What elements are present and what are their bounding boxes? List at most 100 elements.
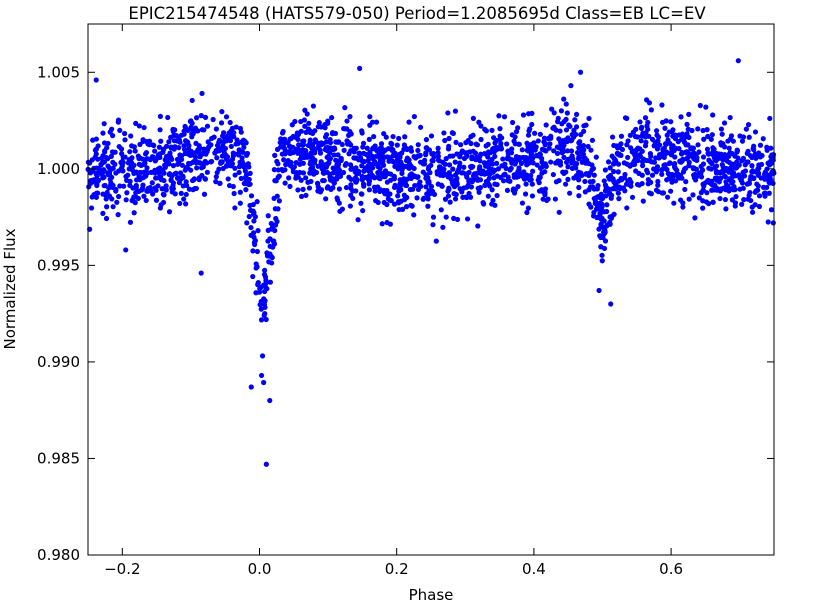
data-point: [116, 193, 122, 200]
data-point: [425, 192, 431, 199]
data-point: [161, 170, 167, 176]
data-point: [425, 166, 432, 172]
data-point: [267, 397, 273, 404]
data-point: [680, 169, 687, 175]
data-point: [526, 128, 532, 134]
data-point: [551, 110, 557, 116]
data-point: [615, 169, 621, 175]
data-point: [661, 162, 667, 168]
data-point: [189, 131, 195, 137]
data-point: [213, 148, 220, 155]
data-point: [411, 113, 417, 120]
y-tick-label: 0.980: [37, 546, 80, 564]
data-point: [491, 175, 497, 181]
data-point: [185, 165, 191, 171]
data-point: [535, 138, 541, 144]
data-point: [129, 167, 135, 173]
data-point: [336, 186, 342, 192]
data-point: [198, 270, 204, 276]
data-point: [237, 125, 243, 132]
data-point: [532, 130, 538, 136]
data-point: [676, 145, 682, 152]
data-point: [382, 191, 388, 197]
data-point: [391, 201, 398, 207]
data-point: [473, 171, 479, 177]
data-point: [578, 154, 585, 160]
data-point: [359, 130, 365, 136]
data-point: [127, 219, 134, 225]
data-point: [197, 160, 203, 166]
data-point: [158, 138, 164, 144]
data-point: [445, 146, 452, 152]
data-point: [509, 119, 516, 126]
data-point: [151, 154, 157, 160]
data-point: [609, 134, 616, 140]
data-point: [642, 134, 649, 140]
data-point: [166, 161, 172, 167]
data-point: [275, 167, 281, 173]
data-point: [417, 152, 423, 158]
data-point: [396, 200, 402, 206]
data-point: [603, 185, 609, 191]
data-point: [333, 167, 339, 173]
data-point: [522, 191, 529, 197]
data-point: [512, 161, 518, 167]
data-point: [272, 152, 278, 158]
data-point: [624, 115, 630, 121]
y-axis-label: Normalized Flux: [1, 228, 19, 349]
data-point: [377, 176, 383, 182]
data-point: [525, 111, 532, 117]
data-point: [443, 214, 449, 220]
data-point: [669, 179, 675, 185]
data-point: [356, 150, 362, 156]
data-point: [325, 144, 331, 151]
data-point: [666, 129, 672, 135]
data-point: [511, 138, 517, 144]
data-point: [133, 184, 139, 190]
data-point: [516, 165, 522, 171]
data-point: [700, 161, 707, 167]
data-point: [369, 153, 375, 159]
data-point: [565, 164, 571, 170]
data-point: [113, 186, 119, 193]
data-point: [232, 165, 238, 171]
data-point: [316, 119, 322, 126]
data-point: [528, 151, 534, 157]
data-point: [692, 215, 698, 221]
data-point: [447, 153, 453, 159]
data-point: [126, 157, 132, 163]
data-point: [746, 134, 752, 140]
data-point: [639, 159, 646, 165]
data-point: [217, 180, 223, 186]
data-point: [525, 132, 532, 138]
data-point: [449, 130, 455, 136]
data-point: [222, 145, 229, 152]
data-point: [520, 112, 527, 118]
data-point: [195, 147, 201, 153]
data-point: [281, 157, 287, 163]
data-point: [242, 164, 248, 170]
data-point: [360, 174, 366, 181]
data-point: [701, 183, 707, 189]
data-point: [202, 158, 208, 165]
data-point: [403, 163, 409, 169]
data-point: [377, 155, 383, 161]
data-point: [672, 154, 678, 160]
data-point: [218, 120, 225, 126]
data-point: [112, 161, 118, 167]
data-point: [143, 173, 149, 179]
data-point: [330, 178, 336, 184]
data-point: [501, 114, 508, 120]
data-point: [321, 177, 327, 184]
data-point: [618, 141, 624, 147]
data-point: [642, 143, 649, 149]
data-point: [738, 178, 744, 184]
data-point: [536, 153, 542, 159]
data-point: [529, 181, 535, 187]
data-point: [458, 142, 464, 148]
data-point: [516, 141, 522, 147]
data-point: [235, 140, 241, 147]
data-point: [576, 193, 582, 199]
data-point: [325, 161, 331, 167]
data-point: [171, 138, 177, 144]
